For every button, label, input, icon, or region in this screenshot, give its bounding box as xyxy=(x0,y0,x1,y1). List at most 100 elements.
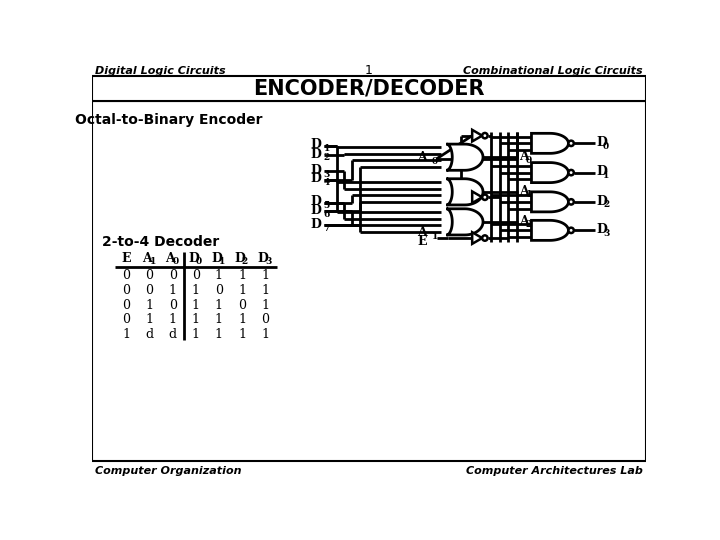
Text: 1: 1 xyxy=(122,328,130,341)
Text: 1: 1 xyxy=(215,299,223,312)
Text: 0: 0 xyxy=(168,299,176,312)
Bar xyxy=(92,101,647,461)
Text: D: D xyxy=(234,252,245,265)
Text: 3: 3 xyxy=(603,229,609,238)
Text: 0: 0 xyxy=(145,269,153,282)
Text: 0: 0 xyxy=(215,284,223,297)
Text: D: D xyxy=(310,147,321,160)
Text: 1: 1 xyxy=(145,299,153,312)
Circle shape xyxy=(568,170,574,176)
Text: 1: 1 xyxy=(603,171,609,180)
Text: E: E xyxy=(418,234,427,248)
Text: 2: 2 xyxy=(526,220,531,230)
Text: Combinational Logic Circuits: Combinational Logic Circuits xyxy=(464,66,643,76)
Polygon shape xyxy=(472,130,482,141)
Text: 6: 6 xyxy=(323,210,330,219)
Text: 0: 0 xyxy=(526,156,531,165)
Text: 0: 0 xyxy=(122,313,130,326)
Polygon shape xyxy=(531,133,568,153)
Text: ENCODER/DECODER: ENCODER/DECODER xyxy=(253,79,485,99)
Text: D: D xyxy=(188,252,199,265)
Text: 1: 1 xyxy=(192,328,199,341)
Text: 1: 1 xyxy=(150,257,156,266)
Circle shape xyxy=(568,228,574,233)
Text: 1: 1 xyxy=(238,328,246,341)
Circle shape xyxy=(482,133,487,138)
Text: 1: 1 xyxy=(192,299,199,312)
Text: D: D xyxy=(310,138,321,151)
Text: D: D xyxy=(597,194,608,207)
Text: D: D xyxy=(310,172,321,185)
Text: Computer Organization: Computer Organization xyxy=(95,465,241,476)
Text: 0: 0 xyxy=(145,284,153,297)
Text: 4: 4 xyxy=(323,178,330,187)
Text: D: D xyxy=(597,223,608,236)
Polygon shape xyxy=(472,232,482,244)
Text: 0: 0 xyxy=(261,313,269,326)
Text: 0: 0 xyxy=(431,157,438,166)
Text: D: D xyxy=(310,195,321,208)
Text: A: A xyxy=(519,185,529,198)
Text: 1: 1 xyxy=(238,284,246,297)
Text: 0: 0 xyxy=(603,142,609,151)
Text: 1: 1 xyxy=(323,144,330,153)
Text: 1: 1 xyxy=(215,328,223,341)
Text: 0: 0 xyxy=(168,269,176,282)
Text: 3: 3 xyxy=(265,257,271,266)
Text: 2: 2 xyxy=(242,257,248,266)
Circle shape xyxy=(482,194,487,200)
Text: 0: 0 xyxy=(238,299,246,312)
Text: d: d xyxy=(168,328,176,341)
Text: 1: 1 xyxy=(145,313,153,326)
Text: D: D xyxy=(310,218,321,231)
Text: D: D xyxy=(257,252,268,265)
Text: 1: 1 xyxy=(168,313,176,326)
Text: 0: 0 xyxy=(192,269,199,282)
Text: E: E xyxy=(122,252,131,265)
Text: 5: 5 xyxy=(323,201,330,210)
Text: D: D xyxy=(310,164,321,177)
Text: 1: 1 xyxy=(192,284,199,297)
Text: 1: 1 xyxy=(192,313,199,326)
Text: D: D xyxy=(310,204,321,217)
Text: 1: 1 xyxy=(261,299,269,312)
Text: Octal-to-Binary Encoder: Octal-to-Binary Encoder xyxy=(75,113,263,127)
Polygon shape xyxy=(472,192,482,203)
Polygon shape xyxy=(446,209,483,235)
Circle shape xyxy=(568,140,574,146)
Text: D: D xyxy=(211,252,222,265)
Text: Digital Logic Circuits: Digital Logic Circuits xyxy=(95,66,225,76)
Circle shape xyxy=(482,235,487,241)
Text: 0: 0 xyxy=(122,269,130,282)
Text: 1: 1 xyxy=(238,313,246,326)
Text: 1: 1 xyxy=(261,284,269,297)
Text: D: D xyxy=(597,136,608,149)
Text: 1: 1 xyxy=(261,269,269,282)
Polygon shape xyxy=(446,144,483,170)
Text: 0: 0 xyxy=(196,257,202,266)
Text: A: A xyxy=(417,226,427,239)
Text: d: d xyxy=(145,328,153,341)
Text: Computer Architectures Lab: Computer Architectures Lab xyxy=(467,465,643,476)
Polygon shape xyxy=(531,163,568,183)
Text: 1: 1 xyxy=(526,191,532,199)
Text: A: A xyxy=(519,214,529,228)
Text: 1: 1 xyxy=(215,269,223,282)
Text: 2: 2 xyxy=(603,200,609,210)
Text: A: A xyxy=(166,252,175,265)
Text: A: A xyxy=(417,151,427,165)
Polygon shape xyxy=(531,192,568,212)
Text: 2: 2 xyxy=(323,153,330,163)
Polygon shape xyxy=(531,220,568,240)
Text: 1: 1 xyxy=(215,313,223,326)
Text: 1: 1 xyxy=(431,232,438,241)
Text: D: D xyxy=(597,165,608,178)
Text: 1: 1 xyxy=(219,257,225,266)
Text: A: A xyxy=(143,252,152,265)
Polygon shape xyxy=(446,179,483,205)
Text: 1: 1 xyxy=(261,328,269,341)
Text: 7: 7 xyxy=(323,224,330,233)
Text: 0: 0 xyxy=(173,257,179,266)
Text: 1: 1 xyxy=(365,64,373,77)
Text: 1: 1 xyxy=(168,284,176,297)
